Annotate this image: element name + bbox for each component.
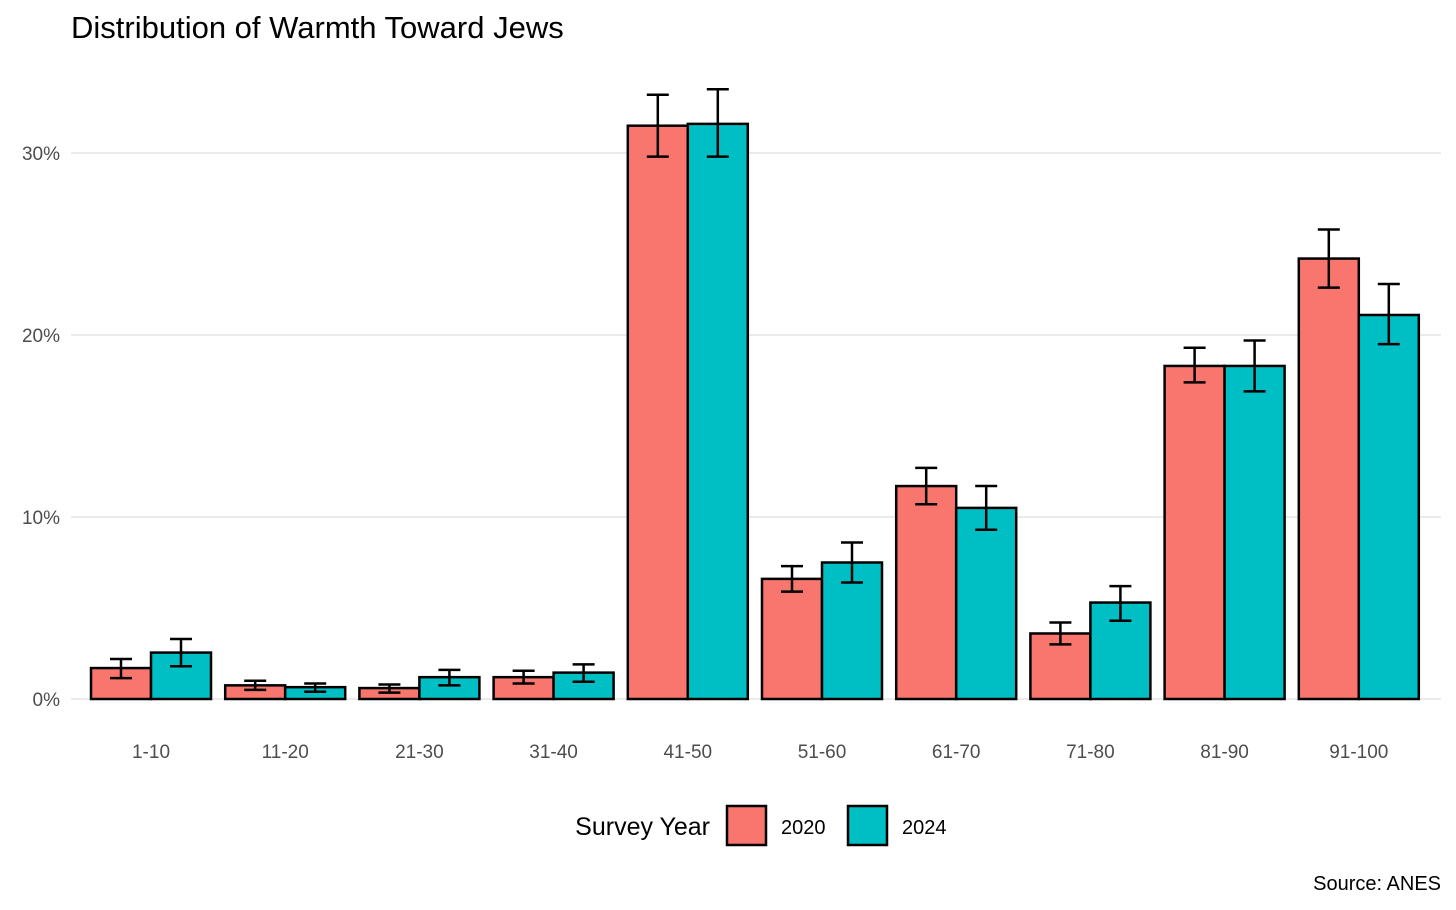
y-tick-label: 10% [22,508,60,529]
x-tick-label: 31-40 [529,742,578,763]
y-axis-ticks: 0% 10% 20% 30% [22,144,60,711]
error-bar-2024-21-30 [438,668,461,687]
legend-label-2020: 2020 [781,817,826,839]
error-bar-2024-91-100 [1377,282,1400,346]
x-tick-label: 71-80 [1066,742,1115,763]
error-bar-2020-1-10 [110,657,132,680]
source-caption: Source: ANES [1313,873,1441,895]
bar-2020-91-100 [1297,257,1361,701]
error-bar-2024-31-40 [572,663,595,683]
legend-label-2024: 2024 [902,817,947,839]
error-bar-2024-1-10 [170,637,192,668]
legend-key-2020 [725,804,768,847]
x-tick-label: 21-30 [395,742,444,763]
bar-2024-41-50 [686,122,750,701]
error-bar-2024-71-80 [1109,584,1132,622]
error-bar-2020-21-30 [378,683,401,694]
bar-2024-81-90 [1223,364,1286,701]
bar-2020-61-70 [894,484,958,701]
error-bar-2020-31-40 [512,669,535,685]
error-bar-2024-51-60 [841,541,863,584]
x-axis-ticks: 1-10 11-20 21-30 31-40 41-50 51-60 61-70 71-80 8… [132,742,1388,763]
error-bar-2024-41-50 [706,88,729,158]
error-bar-2024-61-70 [975,484,998,531]
error-bar-2020-61-70 [915,466,938,506]
error-bar-2024-81-90 [1243,339,1266,393]
error-bar-2020-51-60 [781,564,803,593]
error-bar-layer [110,88,1400,694]
bar-2020-81-90 [1163,364,1226,701]
bar-2020-41-50 [626,124,690,701]
error-bar-2020-71-80 [1049,621,1072,646]
error-bar-2020-41-50 [646,93,669,158]
x-tick-label: 41-50 [663,742,712,763]
x-tick-label: 61-70 [932,742,981,763]
bar-2024-51-60 [820,561,884,701]
bar-2024-61-70 [954,506,1018,701]
y-tick-label: 20% [22,326,60,347]
y-tick-label: 0% [33,690,61,711]
x-tick-label: 11-20 [262,742,309,763]
error-bar-2020-91-100 [1317,228,1340,289]
legend: Survey Year 2020 2024 [575,804,947,847]
x-tick-label: 51-60 [798,742,847,763]
x-tick-label: 81-90 [1200,742,1249,763]
y-tick-label: 30% [22,144,60,165]
error-bar-2024-11-20 [304,682,327,693]
legend-key-2024 [846,804,889,847]
bar-layer [89,122,1421,701]
bar-2024-91-100 [1357,313,1421,701]
legend-title: Survey Year [575,813,710,841]
x-tick-label: 1-10 [132,742,170,763]
error-bar-2020-11-20 [244,679,267,692]
x-tick-label: 91-100 [1329,742,1388,763]
bar-2020-51-60 [760,577,824,701]
chart-title: Distribution of Warmth Toward Jews [71,10,564,45]
error-bar-2020-81-90 [1183,346,1206,384]
